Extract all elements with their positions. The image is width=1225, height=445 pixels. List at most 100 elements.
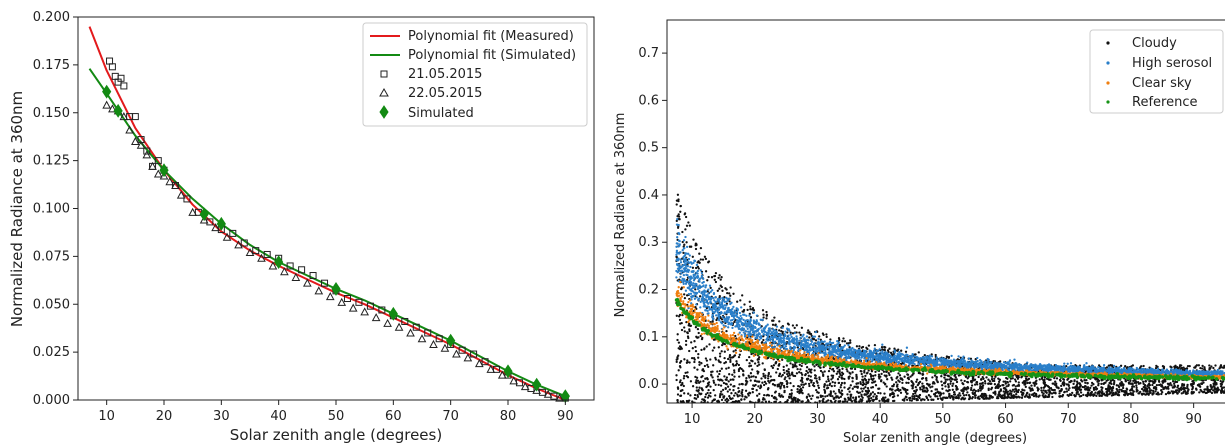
data-point — [733, 371, 736, 374]
data-point — [993, 379, 996, 383]
data-point — [1015, 396, 1018, 399]
data-point — [979, 389, 982, 392]
data-point — [748, 376, 751, 379]
data-point — [1141, 392, 1144, 396]
data-point — [1217, 388, 1220, 391]
data-point — [982, 397, 985, 400]
data-point — [884, 396, 887, 399]
data-point — [677, 215, 681, 218]
data-point — [1002, 380, 1005, 383]
data-point — [723, 295, 726, 299]
left-x-tick-label: 30 — [213, 409, 230, 424]
data-point — [1094, 385, 1097, 389]
data-point — [826, 394, 829, 398]
data-point — [677, 213, 680, 216]
data-point-triangle — [222, 232, 232, 241]
data-point — [697, 331, 700, 335]
data-point — [718, 287, 721, 290]
legend-label-poly-measured: Polynomial fit (Measured) — [408, 29, 574, 44]
data-point — [1017, 381, 1020, 384]
data-point — [697, 381, 701, 384]
data-point — [827, 377, 830, 381]
data-point — [953, 374, 956, 377]
data-point — [677, 369, 680, 372]
data-point — [697, 390, 700, 393]
data-point — [843, 382, 846, 385]
data-point-triangle — [165, 177, 175, 186]
data-point — [1107, 384, 1110, 387]
data-point — [679, 394, 683, 397]
data-point — [796, 387, 799, 391]
data-point — [901, 386, 904, 389]
data-point — [1219, 379, 1222, 383]
data-point — [924, 377, 928, 380]
data-point — [1014, 388, 1017, 391]
data-point — [742, 369, 745, 373]
data-point — [897, 372, 900, 375]
data-point — [807, 382, 811, 386]
data-point — [1112, 364, 1116, 368]
data-point — [709, 385, 712, 388]
left-y-tick-label: 0.075 — [33, 249, 70, 264]
data-point — [717, 346, 720, 349]
data-point — [994, 386, 997, 390]
legend-item-poly-measured: Polynomial fit (Measured) — [370, 29, 574, 44]
data-point — [855, 377, 858, 381]
data-point — [723, 356, 726, 360]
data-point — [951, 378, 954, 381]
data-point — [1043, 383, 1047, 386]
data-point — [783, 386, 786, 389]
data-point — [682, 270, 686, 273]
data-point — [860, 372, 863, 376]
data-point — [675, 314, 678, 317]
data-point — [897, 348, 900, 351]
data-point — [757, 358, 760, 361]
data-point — [699, 306, 702, 309]
data-point — [890, 376, 893, 379]
data-point — [685, 245, 689, 249]
data-point — [1065, 383, 1068, 386]
data-point — [712, 381, 716, 384]
data-point — [1146, 389, 1149, 393]
data-point — [1206, 388, 1209, 391]
data-point — [748, 362, 751, 365]
data-point — [960, 389, 963, 392]
data-point — [1191, 392, 1194, 395]
data-point — [756, 394, 759, 397]
data-point — [980, 395, 983, 399]
data-point — [728, 321, 731, 324]
data-point — [891, 399, 895, 403]
data-point — [786, 385, 789, 388]
data-point — [944, 385, 947, 388]
data-point — [685, 320, 688, 324]
data-point — [777, 342, 781, 345]
data-point — [1079, 388, 1083, 391]
data-point — [841, 340, 844, 343]
data-point — [993, 383, 997, 386]
data-point — [748, 312, 751, 316]
data-point — [1181, 384, 1184, 387]
data-point — [711, 320, 714, 323]
data-point — [679, 379, 682, 382]
data-point — [891, 385, 894, 388]
data-point — [681, 230, 684, 234]
data-point — [692, 279, 696, 282]
data-point — [718, 369, 722, 373]
data-point — [978, 397, 981, 400]
data-point — [1100, 379, 1103, 382]
data-point — [712, 388, 715, 392]
data-point-triangle — [291, 272, 301, 281]
data-point — [805, 396, 809, 399]
data-point — [733, 394, 736, 397]
data-point — [878, 348, 881, 351]
data-point — [1050, 388, 1054, 392]
data-point — [872, 395, 875, 398]
data-point — [684, 228, 687, 231]
data-point — [748, 365, 751, 368]
left-y-tick-label: 0.150 — [33, 106, 70, 121]
left-x-tick-label: 50 — [328, 409, 345, 424]
data-point — [762, 396, 765, 400]
data-point — [685, 224, 689, 227]
data-point-square — [252, 247, 260, 255]
data-point — [1110, 387, 1113, 390]
